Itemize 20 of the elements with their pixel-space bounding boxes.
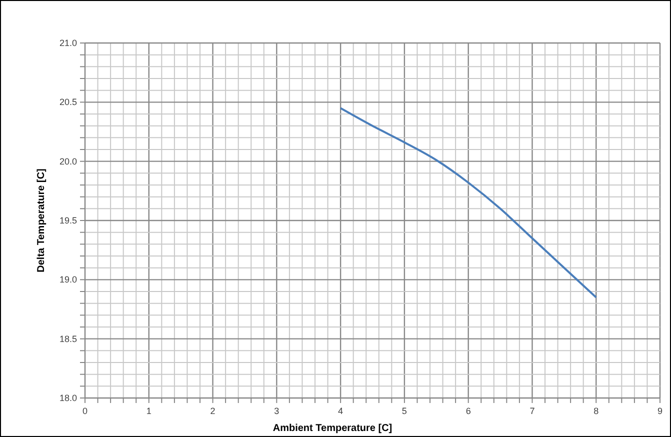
y-tick-label: 21.0: [59, 38, 77, 48]
x-tick-label: 4: [338, 406, 344, 416]
x-tick-label: 5: [402, 406, 407, 416]
x-tick-label: 3: [274, 406, 280, 416]
x-tick-label: 6: [466, 406, 471, 416]
y-tick-label: 19.5: [59, 216, 77, 226]
y-tick-label: 20.5: [59, 97, 77, 108]
x-tick-label: 7: [530, 406, 535, 416]
x-tick-label: 1: [146, 406, 152, 416]
x-axis-title: Ambient Temperature [C]: [272, 423, 392, 434]
line-series: [340, 107, 598, 298]
y-axis-title: Delta Temperature [C]: [36, 168, 47, 272]
x-tick-label: 9: [657, 406, 663, 416]
y-tick-label: 20.0: [59, 156, 77, 166]
x-tick-label: 8: [594, 406, 599, 416]
y-tick-label: 19.0: [59, 274, 77, 285]
x-tick-label: 0: [82, 406, 88, 416]
y-tick-label: 18.5: [59, 334, 77, 344]
y-tick-label: 18.0: [59, 393, 77, 403]
x-tick-label: 2: [210, 406, 216, 416]
